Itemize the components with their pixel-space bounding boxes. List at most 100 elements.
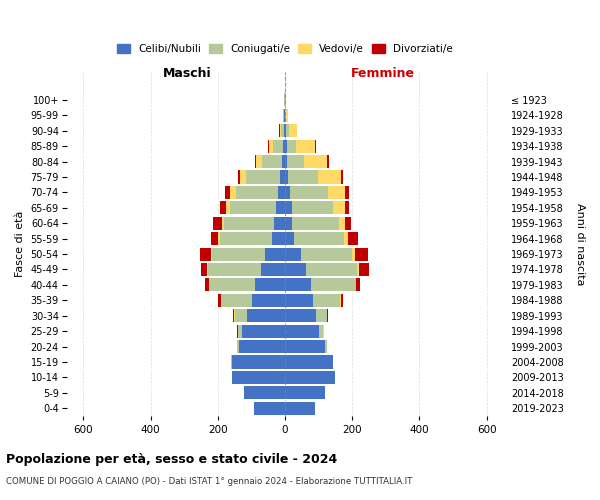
- Y-axis label: Anni di nascita: Anni di nascita: [575, 203, 585, 285]
- Bar: [235, 309, 247, 322]
- Bar: [287, 155, 304, 168]
- Bar: [280, 170, 285, 183]
- Bar: [318, 170, 341, 183]
- Text: Popolazione per età, sesso e stato civile - 2024: Popolazione per età, sesso e stato civil…: [6, 452, 337, 466]
- Bar: [242, 324, 285, 338]
- Bar: [287, 140, 296, 152]
- Bar: [325, 340, 326, 353]
- Y-axis label: Fasce di età: Fasce di età: [15, 211, 25, 277]
- Bar: [356, 278, 360, 291]
- Bar: [285, 356, 332, 368]
- Bar: [328, 186, 345, 199]
- Bar: [346, 202, 349, 214]
- Text: COMUNE DI POGGIO A CAIANO (PO) - Dati ISTAT 1° gennaio 2024 - Elaborazione TUTTI: COMUNE DI POGGIO A CAIANO (PO) - Dati IS…: [6, 478, 412, 486]
- Bar: [283, 140, 285, 152]
- Bar: [208, 263, 261, 276]
- Bar: [200, 248, 211, 260]
- Bar: [289, 124, 297, 138]
- Bar: [238, 170, 240, 183]
- Text: Maschi: Maschi: [163, 67, 211, 80]
- Bar: [285, 248, 301, 260]
- Bar: [339, 216, 345, 230]
- Bar: [285, 186, 290, 199]
- Bar: [327, 309, 328, 322]
- Bar: [285, 278, 311, 291]
- Bar: [280, 124, 281, 138]
- Bar: [345, 186, 349, 199]
- Bar: [285, 386, 325, 400]
- Bar: [230, 202, 275, 214]
- Bar: [278, 186, 285, 199]
- Bar: [272, 232, 285, 245]
- Bar: [232, 371, 285, 384]
- Bar: [285, 216, 292, 230]
- Bar: [209, 278, 256, 291]
- Bar: [355, 248, 368, 260]
- Bar: [297, 124, 298, 138]
- Bar: [292, 216, 339, 230]
- Bar: [296, 140, 314, 152]
- Bar: [211, 248, 212, 260]
- Bar: [256, 278, 285, 291]
- Bar: [230, 186, 236, 199]
- Bar: [290, 186, 328, 199]
- Bar: [341, 170, 343, 183]
- Bar: [341, 294, 343, 307]
- Bar: [285, 124, 286, 138]
- Bar: [285, 402, 314, 415]
- Bar: [275, 202, 285, 214]
- Bar: [218, 232, 220, 245]
- Bar: [224, 216, 274, 230]
- Bar: [262, 155, 282, 168]
- Bar: [232, 356, 285, 368]
- Bar: [274, 216, 285, 230]
- Bar: [295, 232, 344, 245]
- Bar: [357, 263, 359, 276]
- Bar: [306, 263, 357, 276]
- Bar: [238, 324, 242, 338]
- Bar: [236, 340, 239, 353]
- Bar: [226, 202, 230, 214]
- Legend: Celibi/Nubili, Coniugati/e, Vedovi/e, Divorziati/e: Celibi/Nubili, Coniugati/e, Vedovi/e, Di…: [113, 40, 457, 58]
- Bar: [319, 324, 323, 338]
- Bar: [269, 140, 273, 152]
- Bar: [220, 202, 226, 214]
- Bar: [304, 155, 327, 168]
- Bar: [268, 140, 269, 152]
- Bar: [348, 232, 358, 245]
- Bar: [221, 294, 252, 307]
- Bar: [218, 294, 221, 307]
- Bar: [285, 140, 287, 152]
- Bar: [211, 232, 218, 245]
- Bar: [212, 248, 265, 260]
- Bar: [285, 263, 306, 276]
- Bar: [285, 155, 287, 168]
- Bar: [252, 294, 285, 307]
- Bar: [332, 202, 346, 214]
- Bar: [285, 202, 292, 214]
- Bar: [247, 309, 285, 322]
- Bar: [327, 155, 329, 168]
- Bar: [239, 340, 285, 353]
- Bar: [316, 309, 326, 322]
- Bar: [261, 263, 285, 276]
- Bar: [285, 340, 325, 353]
- Bar: [207, 263, 208, 276]
- Bar: [283, 109, 284, 122]
- Bar: [273, 140, 283, 152]
- Bar: [254, 402, 285, 415]
- Bar: [201, 263, 207, 276]
- Bar: [284, 124, 285, 138]
- Bar: [231, 356, 232, 368]
- Bar: [281, 124, 284, 138]
- Bar: [352, 248, 355, 260]
- Bar: [236, 186, 278, 199]
- Bar: [292, 202, 332, 214]
- Bar: [286, 109, 287, 122]
- Bar: [265, 248, 285, 260]
- Bar: [233, 309, 234, 322]
- Bar: [289, 170, 318, 183]
- Bar: [256, 155, 262, 168]
- Bar: [340, 294, 341, 307]
- Bar: [314, 140, 316, 152]
